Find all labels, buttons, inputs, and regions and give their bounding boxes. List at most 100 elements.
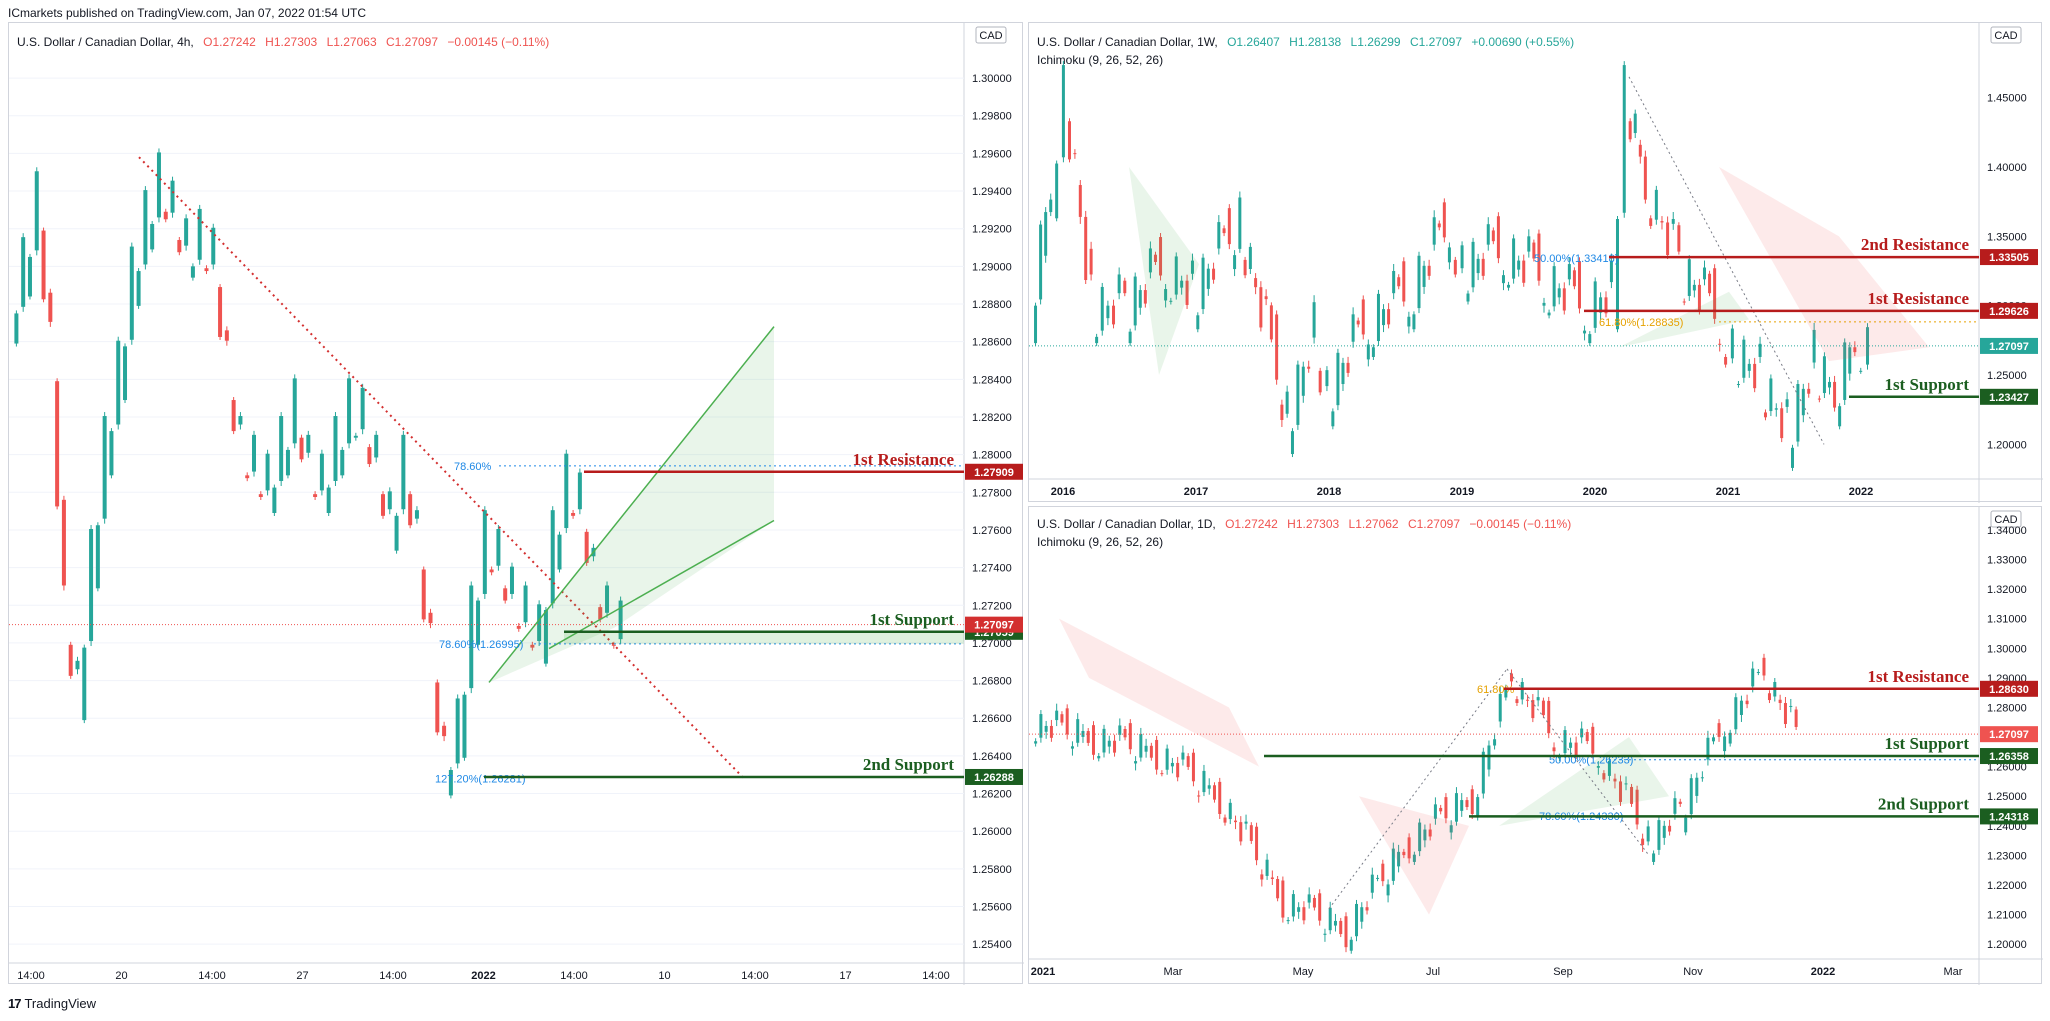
chart-panel-4h[interactable]: U.S. Dollar / Canadian Dollar, 4h, O1.27…: [8, 22, 1024, 985]
candle-body: [299, 437, 304, 460]
ohlc-open: O1.27242: [1225, 517, 1278, 531]
candle-body: [1602, 773, 1606, 780]
ohlc-change: −0.00145 (−0.11%): [1469, 517, 1572, 531]
candle-body: [1269, 305, 1273, 340]
chart-panel-1d[interactable]: U.S. Dollar / Canadian Dollar, 1D, O1.27…: [1028, 506, 2043, 985]
indicator-label[interactable]: Ichimoku (9, 26, 52, 26): [1037, 535, 1164, 549]
candle-body: [1660, 221, 1664, 223]
candle-body: [1769, 378, 1773, 412]
candle-body: [1169, 300, 1173, 302]
candle-body: [401, 434, 406, 510]
candle-body: [1238, 197, 1242, 249]
currency-box: [975, 26, 1007, 44]
x-tick-label: Jul: [1426, 966, 1440, 978]
candle-body: [1471, 241, 1475, 288]
candle-body: [224, 330, 229, 341]
candle-body: [1654, 189, 1658, 220]
y-tick-label: 1.45000: [1987, 93, 2027, 105]
candle-body: [1270, 877, 1274, 879]
candle-body: [1496, 216, 1500, 259]
candle-body: [516, 625, 521, 629]
candle-body: [1657, 820, 1661, 850]
x-tick-label: 2020: [1583, 486, 1607, 498]
chart-canvas-1w[interactable]: CAD1.450001.400001.350001.300001.250001.…: [1029, 23, 2043, 503]
tradingview-brand: TradingView: [24, 996, 97, 1011]
y-tick-label: 1.21000: [1987, 910, 2027, 922]
candle-body: [1604, 297, 1608, 314]
x-tick-label: May: [1293, 966, 1314, 978]
candle-body: [1557, 288, 1561, 298]
candle-body: [1139, 733, 1143, 758]
candle-body: [1113, 740, 1117, 753]
candle-body: [1487, 745, 1491, 770]
tradingview-footer[interactable]: 17 TradingView: [8, 996, 96, 1011]
candle-body: [89, 529, 94, 642]
candle-body: [333, 416, 338, 481]
level-name: 1st Resistance: [1867, 667, 1969, 686]
candle-body: [1509, 673, 1513, 682]
candle-body: [1557, 756, 1561, 759]
candle-body: [469, 585, 474, 689]
candle-body: [353, 435, 358, 438]
candle-body: [1767, 693, 1771, 701]
fib-label: 50.00%(1.26233): [1549, 755, 1633, 767]
candle-body: [1118, 725, 1122, 735]
candle-body: [1260, 874, 1264, 880]
candle-body: [150, 223, 155, 250]
candle-body: [1180, 280, 1184, 288]
candle-body: [1785, 399, 1789, 407]
ohlc-low: L1.27062: [1348, 517, 1399, 531]
legend-1w: U.S. Dollar / Canadian Dollar, 1W, O1.26…: [1037, 35, 1574, 49]
chart-panel-1w[interactable]: U.S. Dollar / Canadian Dollar, 1W, O1.26…: [1028, 22, 2043, 503]
fib-label: 78.60%: [454, 461, 492, 473]
candle-body: [1086, 731, 1090, 743]
candle-body: [1381, 863, 1385, 882]
x-tick-label: 2016: [1051, 486, 1075, 498]
candle-body: [1073, 153, 1077, 155]
candle-body: [1076, 719, 1080, 743]
candle-body: [1609, 260, 1613, 283]
last-price-label: 1.27097: [974, 620, 1014, 632]
candle-body: [1723, 736, 1727, 752]
price-tag-label: 1.23427: [1989, 392, 2029, 404]
candle-body: [1034, 741, 1038, 744]
x-tick-label: 2021: [1716, 486, 1740, 498]
candle-body: [1212, 785, 1216, 800]
candle-body: [1070, 746, 1074, 749]
candle-body: [190, 266, 195, 278]
ichimoku-cloud: [1499, 737, 1669, 826]
candle-body: [211, 227, 216, 265]
candle-body: [109, 431, 114, 476]
price-tag: [1980, 302, 2038, 319]
chart-canvas-4h[interactable]: CAD 1.30000 1.29800 1.29600 1.29400 1.29200 1.…: [9, 23, 1024, 985]
last-price-tag: [1980, 337, 2038, 354]
level-name: 1st Support: [869, 610, 954, 629]
candle-body: [1817, 398, 1821, 400]
candle-body: [1583, 330, 1587, 334]
candle-body: [184, 218, 189, 246]
candle-body: [1044, 212, 1048, 256]
candle-body: [61, 499, 66, 586]
y-tick-label: 1.26800: [972, 676, 1012, 688]
candle-body: [1159, 237, 1163, 276]
ohlc-high: H1.27303: [1287, 517, 1340, 531]
candle-body: [543, 609, 548, 664]
candle-body: [55, 381, 60, 507]
trend-line: [1506, 668, 1650, 856]
candle-body: [374, 434, 379, 458]
indicator-label[interactable]: Ichimoku (9, 26, 52, 26): [1037, 53, 1164, 67]
level-name: 2nd Support: [863, 755, 955, 774]
price-tag-label: 1.28630: [1989, 684, 2029, 696]
candle-body: [1460, 245, 1464, 269]
channel-lower-line: [548, 519, 775, 650]
candle-body: [1536, 697, 1540, 701]
candle-body: [1318, 893, 1322, 921]
x-tick-label: Mar: [1944, 966, 1963, 978]
candle-body: [1745, 700, 1749, 705]
candle-body: [1630, 786, 1634, 804]
fib-label: 78.60%(1.26995): [439, 639, 523, 651]
candle-body: [1255, 826, 1259, 861]
y-tick-label: 1.31000: [1987, 614, 2027, 626]
candle-body: [1801, 388, 1805, 416]
